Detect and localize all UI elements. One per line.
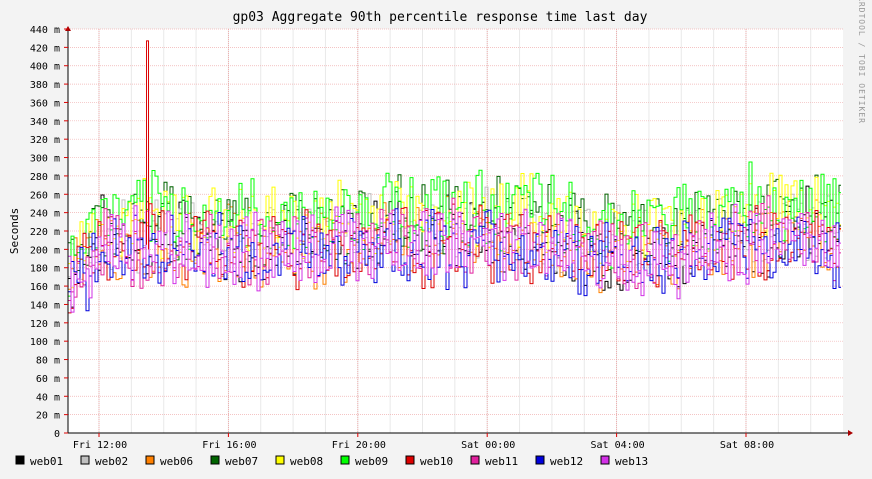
x-tick-label: Sat 08:00	[720, 440, 774, 451]
y-tick-label: 140 m	[30, 300, 60, 311]
legend-label-web09: web09	[355, 455, 388, 468]
x-tick-label: Fri 20:00	[332, 440, 386, 451]
legend-swatch-web10	[405, 455, 415, 465]
y-tick-label: 0	[54, 429, 60, 440]
x-axis-arrow	[848, 430, 853, 436]
legend-swatch-web12	[535, 455, 545, 465]
legend-label-web13: web13	[615, 455, 648, 468]
y-tick-label: 40 m	[36, 392, 60, 403]
spike-mark-web10	[146, 40, 150, 250]
legend-swatch-web07	[210, 455, 220, 465]
legend-swatch-web01	[15, 455, 25, 465]
y-tick-label: 300 m	[30, 154, 60, 165]
y-tick-label: 260 m	[30, 190, 60, 201]
x-tick-label: Fri 16:00	[202, 440, 256, 451]
legend-swatch-web08	[275, 455, 285, 465]
rrdtool-watermark: RRDTOOL / TOBI OETIKER	[857, 0, 866, 124]
legend-label-web01: web01	[30, 455, 63, 468]
y-tick-label: 100 m	[30, 337, 60, 348]
y-tick-label: 60 m	[36, 374, 60, 385]
x-tick-label: Sat 00:00	[461, 440, 515, 451]
series-layer	[68, 40, 841, 314]
y-tick-label: 120 m	[30, 319, 60, 330]
legend-swatch-web02	[80, 455, 90, 465]
y-tick-label: 200 m	[30, 245, 60, 256]
y-tick-label: 220 m	[30, 227, 60, 238]
legend-swatch-web11	[470, 455, 480, 465]
y-tick-label: 20 m	[36, 411, 60, 422]
y-tick-label: 380 m	[30, 80, 60, 91]
legend-label-web02: web02	[95, 455, 128, 468]
legend-label-web08: web08	[290, 455, 323, 468]
y-tick-label: 320 m	[30, 135, 60, 146]
legend-label-web07: web07	[225, 455, 258, 468]
y-tick-label: 240 m	[30, 209, 60, 220]
y-tick-label: 280 m	[30, 172, 60, 183]
legend-swatch-web13	[600, 455, 610, 465]
y-tick-label: 160 m	[30, 282, 60, 293]
y-tick-label: 340 m	[30, 117, 60, 128]
y-tick-label: 360 m	[30, 98, 60, 109]
x-tick-labels: Fri 12:00 Fri 16:00 Fri 20:00 Sat 00:00 Sat …	[73, 433, 774, 451]
y-tick-label: 180 m	[30, 264, 60, 275]
legend-swatch-web06	[145, 455, 155, 465]
legend-label-web10: web10	[420, 455, 453, 468]
y-axis-label: Seconds	[8, 208, 21, 254]
x-tick-label: Fri 12:00	[73, 440, 127, 451]
legend-label-web06: web06	[160, 455, 193, 468]
legend-label-web12: web12	[550, 455, 583, 468]
legend-swatch-web09	[340, 455, 350, 465]
chart-title: gp03 Aggregate 90th percentile response …	[233, 10, 648, 25]
y-tick-labels: 0 20 m 40 m 60 m 80 m 100 m 120 m 140 m 160 m 180…	[30, 25, 68, 440]
legend-label-web11: web11	[485, 455, 518, 468]
legend: web01 web02 web06 web07 web08 web09 web10 web11…	[15, 455, 648, 468]
y-tick-label: 420 m	[30, 43, 60, 54]
y-tick-label: 80 m	[36, 356, 60, 367]
x-tick-label: Sat 04:00	[591, 440, 645, 451]
y-tick-label: 440 m	[30, 25, 60, 36]
y-tick-label: 400 m	[30, 62, 60, 73]
series-line-web13	[68, 203, 841, 313]
